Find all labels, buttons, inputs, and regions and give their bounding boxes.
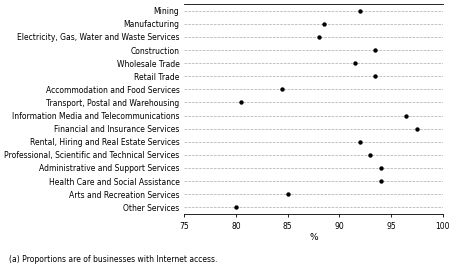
Point (356, 8, 364, 13)
Point (279, 87, 286, 91)
Point (413, 127, 420, 131)
Point (356, 140, 364, 144)
Point (237, 100, 245, 105)
Point (372, 74, 379, 78)
Point (377, 166, 384, 170)
Point (315, 35, 322, 39)
Point (372, 48, 379, 52)
Point (232, 205, 240, 209)
Point (377, 179, 384, 183)
Point (284, 192, 291, 196)
Point (367, 153, 374, 157)
X-axis label: %: % (309, 233, 318, 242)
Text: (a) Proportions are of businesses with Internet access.: (a) Proportions are of businesses with I… (9, 255, 217, 264)
Point (351, 61, 358, 65)
Point (320, 22, 327, 26)
Point (403, 113, 410, 118)
